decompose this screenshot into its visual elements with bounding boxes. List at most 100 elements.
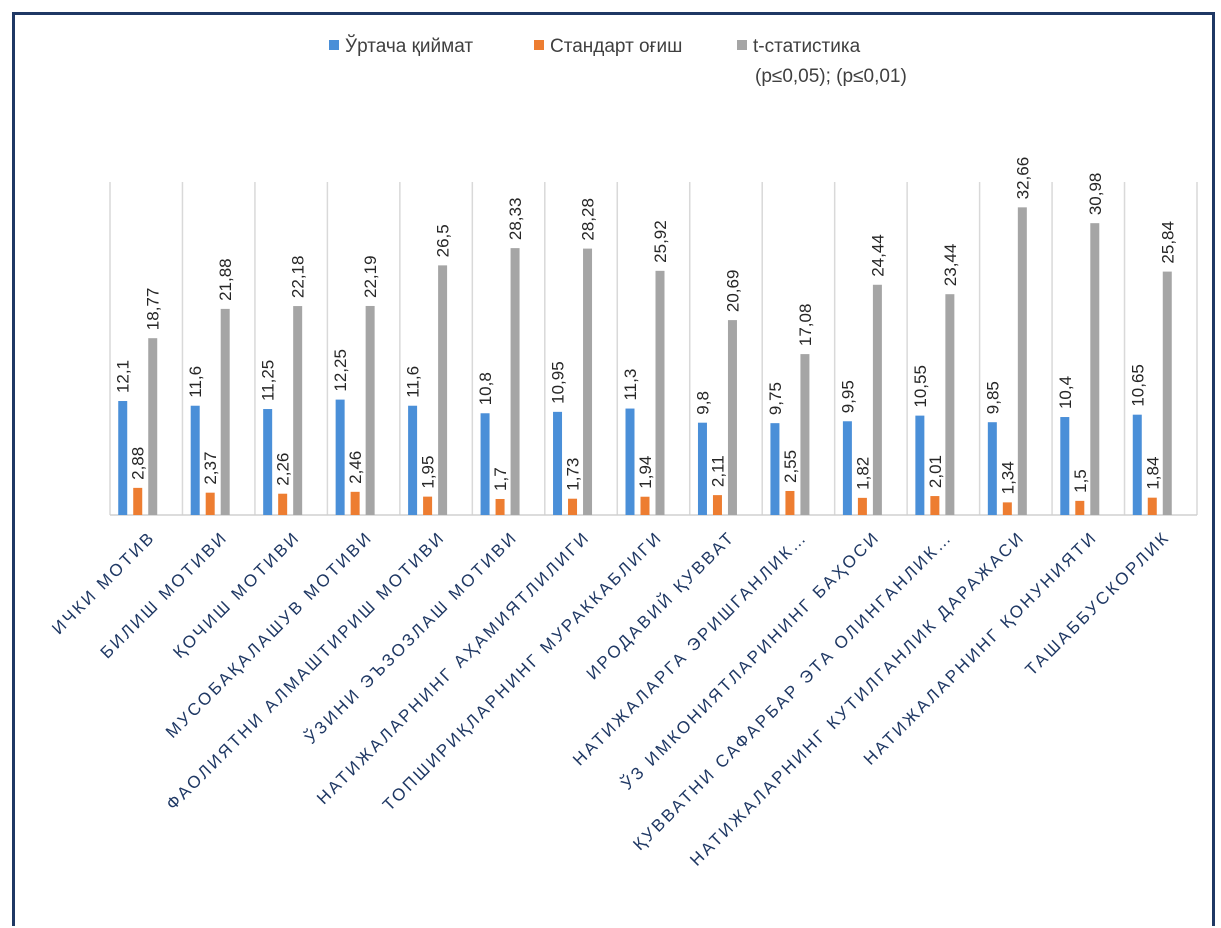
data-label-mean: 11,6 xyxy=(404,366,423,398)
data-label-mean: 10,55 xyxy=(911,365,930,408)
data-label-t: 28,33 xyxy=(506,198,525,241)
bar-sd xyxy=(1002,502,1012,515)
data-label-t: 32,66 xyxy=(1013,157,1032,200)
legend-note: (p≤0,05); (p≤0,01) xyxy=(755,66,907,87)
category-label: ҚОЧИШ МОТИВИ xyxy=(169,527,304,662)
data-label-t: 21,88 xyxy=(216,258,235,301)
data-label-t: 24,44 xyxy=(868,234,887,277)
bar-sd xyxy=(568,498,578,515)
data-label-t: 28,28 xyxy=(579,198,598,241)
bar-mean xyxy=(408,405,418,515)
bar-t xyxy=(510,248,520,515)
data-label-t: 23,44 xyxy=(941,244,960,287)
bar-sd xyxy=(1147,497,1157,515)
bar-t xyxy=(148,338,158,515)
category-gridlines xyxy=(109,182,1198,515)
data-label-mean: 10,8 xyxy=(476,372,495,405)
data-label-mean: 11,25 xyxy=(259,360,278,401)
data-label-sd: 1,84 xyxy=(1143,457,1162,490)
bar-sd xyxy=(205,492,215,515)
data-label-t: 30,98 xyxy=(1086,173,1105,216)
data-label-t: 20,69 xyxy=(723,270,742,313)
bar-sd xyxy=(1075,500,1085,515)
data-label-sd: 1,95 xyxy=(419,456,438,489)
bar-t xyxy=(727,320,737,515)
bar-mean xyxy=(190,405,200,515)
bar-mean xyxy=(625,408,635,515)
legend-swatch-mean xyxy=(329,40,339,50)
data-label-sd: 2,37 xyxy=(201,452,220,485)
bar-mean xyxy=(987,422,997,515)
category-label: БИЛИШ МОТИВИ xyxy=(97,527,232,662)
bar-mean xyxy=(118,401,128,515)
bar-mean xyxy=(697,422,707,515)
bar-mean xyxy=(480,413,490,515)
data-label-sd: 1,5 xyxy=(1071,469,1090,493)
data-label-mean: 9,95 xyxy=(838,380,857,413)
bar-mean xyxy=(263,409,273,515)
category-label: ТАШАББУСКОРЛИК xyxy=(1022,527,1174,679)
bar-sd xyxy=(640,496,650,515)
legend: Ўртача қиймат Стандарт оғиш t-статистика… xyxy=(329,35,907,87)
data-label-t: 22,19 xyxy=(361,255,380,298)
bar-t xyxy=(800,354,810,515)
data-label-sd: 2,01 xyxy=(926,455,945,488)
data-label-t: 17,08 xyxy=(796,304,815,347)
data-label-mean: 12,1 xyxy=(114,360,133,393)
category-label: ТОПШИРИҚЛАРНИНГ МУРАККАБЛИГИ xyxy=(379,527,666,814)
category-label: ФАОЛИЯТНИ АЛМАШТИРИШ МОТИВИ xyxy=(163,527,449,813)
data-label-sd: 2,26 xyxy=(274,453,293,486)
bars xyxy=(118,207,1172,515)
chart-frame xyxy=(12,12,1215,926)
legend-label-sd: Стандарт оғиш xyxy=(550,36,682,57)
bar-mean xyxy=(335,399,345,515)
bar-t xyxy=(1162,271,1172,515)
bar-sd xyxy=(495,498,505,515)
bar-t xyxy=(1090,223,1100,515)
data-label-mean: 10,4 xyxy=(1056,376,1075,409)
data-label-t: 26,5 xyxy=(434,224,453,257)
data-labels: 12,1 2,88 18,77 11,6 2,37 21,88 11,25 2,26 22,18… xyxy=(114,157,1178,495)
bar-mean xyxy=(770,423,780,515)
data-label-t: 25,84 xyxy=(1158,221,1177,264)
data-label-mean: 9,8 xyxy=(693,391,712,415)
bar-mean xyxy=(1132,414,1142,515)
bar-t xyxy=(872,284,882,515)
category-label: НАТИЖАЛАРНИНГ КУТИЛГАНЛИК ДАРАЖАСИ xyxy=(686,527,1028,869)
bar-sd xyxy=(712,495,722,515)
bar-t xyxy=(220,308,230,515)
data-label-sd: 1,94 xyxy=(636,456,655,489)
bar-sd xyxy=(785,490,795,515)
category-label: ЎЗ ИМКОНИЯТЛАРИНИНГ БАҲОСИ xyxy=(617,527,884,794)
bar-t xyxy=(293,306,303,515)
data-label-t: 22,18 xyxy=(289,256,308,299)
data-label-mean: 9,75 xyxy=(766,382,785,415)
bar-sd xyxy=(930,496,940,515)
data-label-sd: 1,82 xyxy=(853,457,872,490)
data-label-mean: 11,3 xyxy=(621,369,640,401)
data-label-sd: 1,7 xyxy=(491,467,510,491)
bar-sd xyxy=(278,493,288,515)
data-label-sd: 1,34 xyxy=(998,461,1017,494)
bar-sd xyxy=(857,497,867,515)
category-label: НАТИЖАЛАРНИНГ АҲАМИЯТЛИЛИГИ xyxy=(313,527,594,808)
data-label-mean: 10,65 xyxy=(1128,364,1147,407)
bar-mean xyxy=(553,411,563,515)
bar-t xyxy=(655,270,665,515)
bar-sd xyxy=(423,496,433,515)
data-label-sd: 2,11 xyxy=(708,455,727,487)
bar-mean xyxy=(1060,417,1070,515)
bar-mean xyxy=(842,421,852,515)
bar-t xyxy=(365,305,375,515)
bar-sd xyxy=(350,491,360,515)
bar-t xyxy=(583,248,593,515)
legend-swatch-sd xyxy=(534,40,544,50)
data-label-mean: 10,95 xyxy=(549,361,568,404)
data-label-mean: 12,25 xyxy=(331,349,350,392)
data-label-mean: 11,6 xyxy=(186,366,205,398)
category-label: ИРОДАВИЙ ҚУВВАТ xyxy=(583,527,739,683)
bar-t xyxy=(1017,207,1027,515)
data-label-t: 18,77 xyxy=(144,288,163,331)
